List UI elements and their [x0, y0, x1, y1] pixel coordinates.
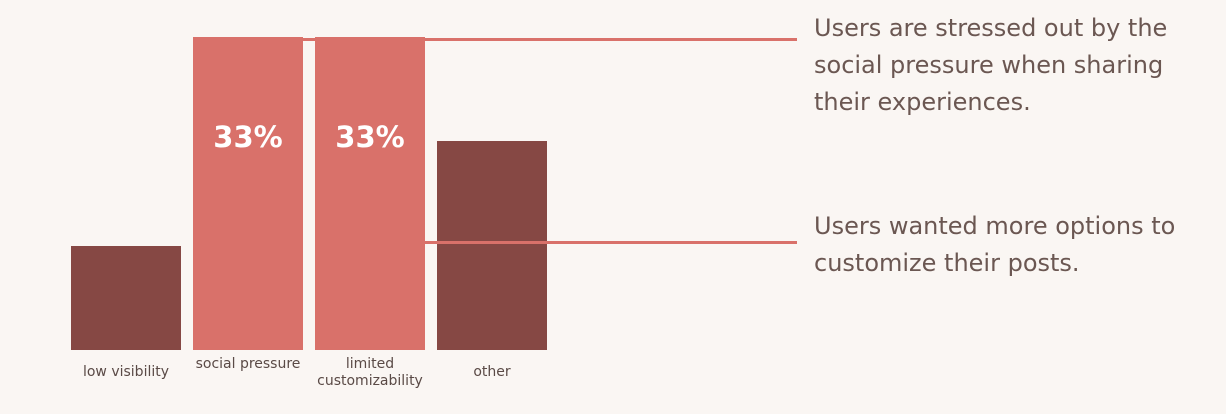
- x-tick-label: limited customizability: [317, 356, 423, 389]
- annotation: Users wanted more options to customize t…: [814, 212, 1176, 277]
- bar: [315, 37, 425, 350]
- annotation: Users are stressed out by the social pre…: [814, 14, 1168, 116]
- leader-line: [425, 241, 797, 244]
- bar: [437, 141, 547, 350]
- value-label: 33%: [335, 120, 405, 154]
- x-tick-label: other: [473, 364, 511, 380]
- x-tick-label: low visibility: [82, 364, 170, 380]
- bar: [193, 37, 303, 350]
- x-tick-label: social pressure: [195, 356, 301, 372]
- value-label: 33%: [213, 120, 283, 154]
- leader-line: [303, 38, 797, 41]
- bar: [71, 245, 181, 350]
